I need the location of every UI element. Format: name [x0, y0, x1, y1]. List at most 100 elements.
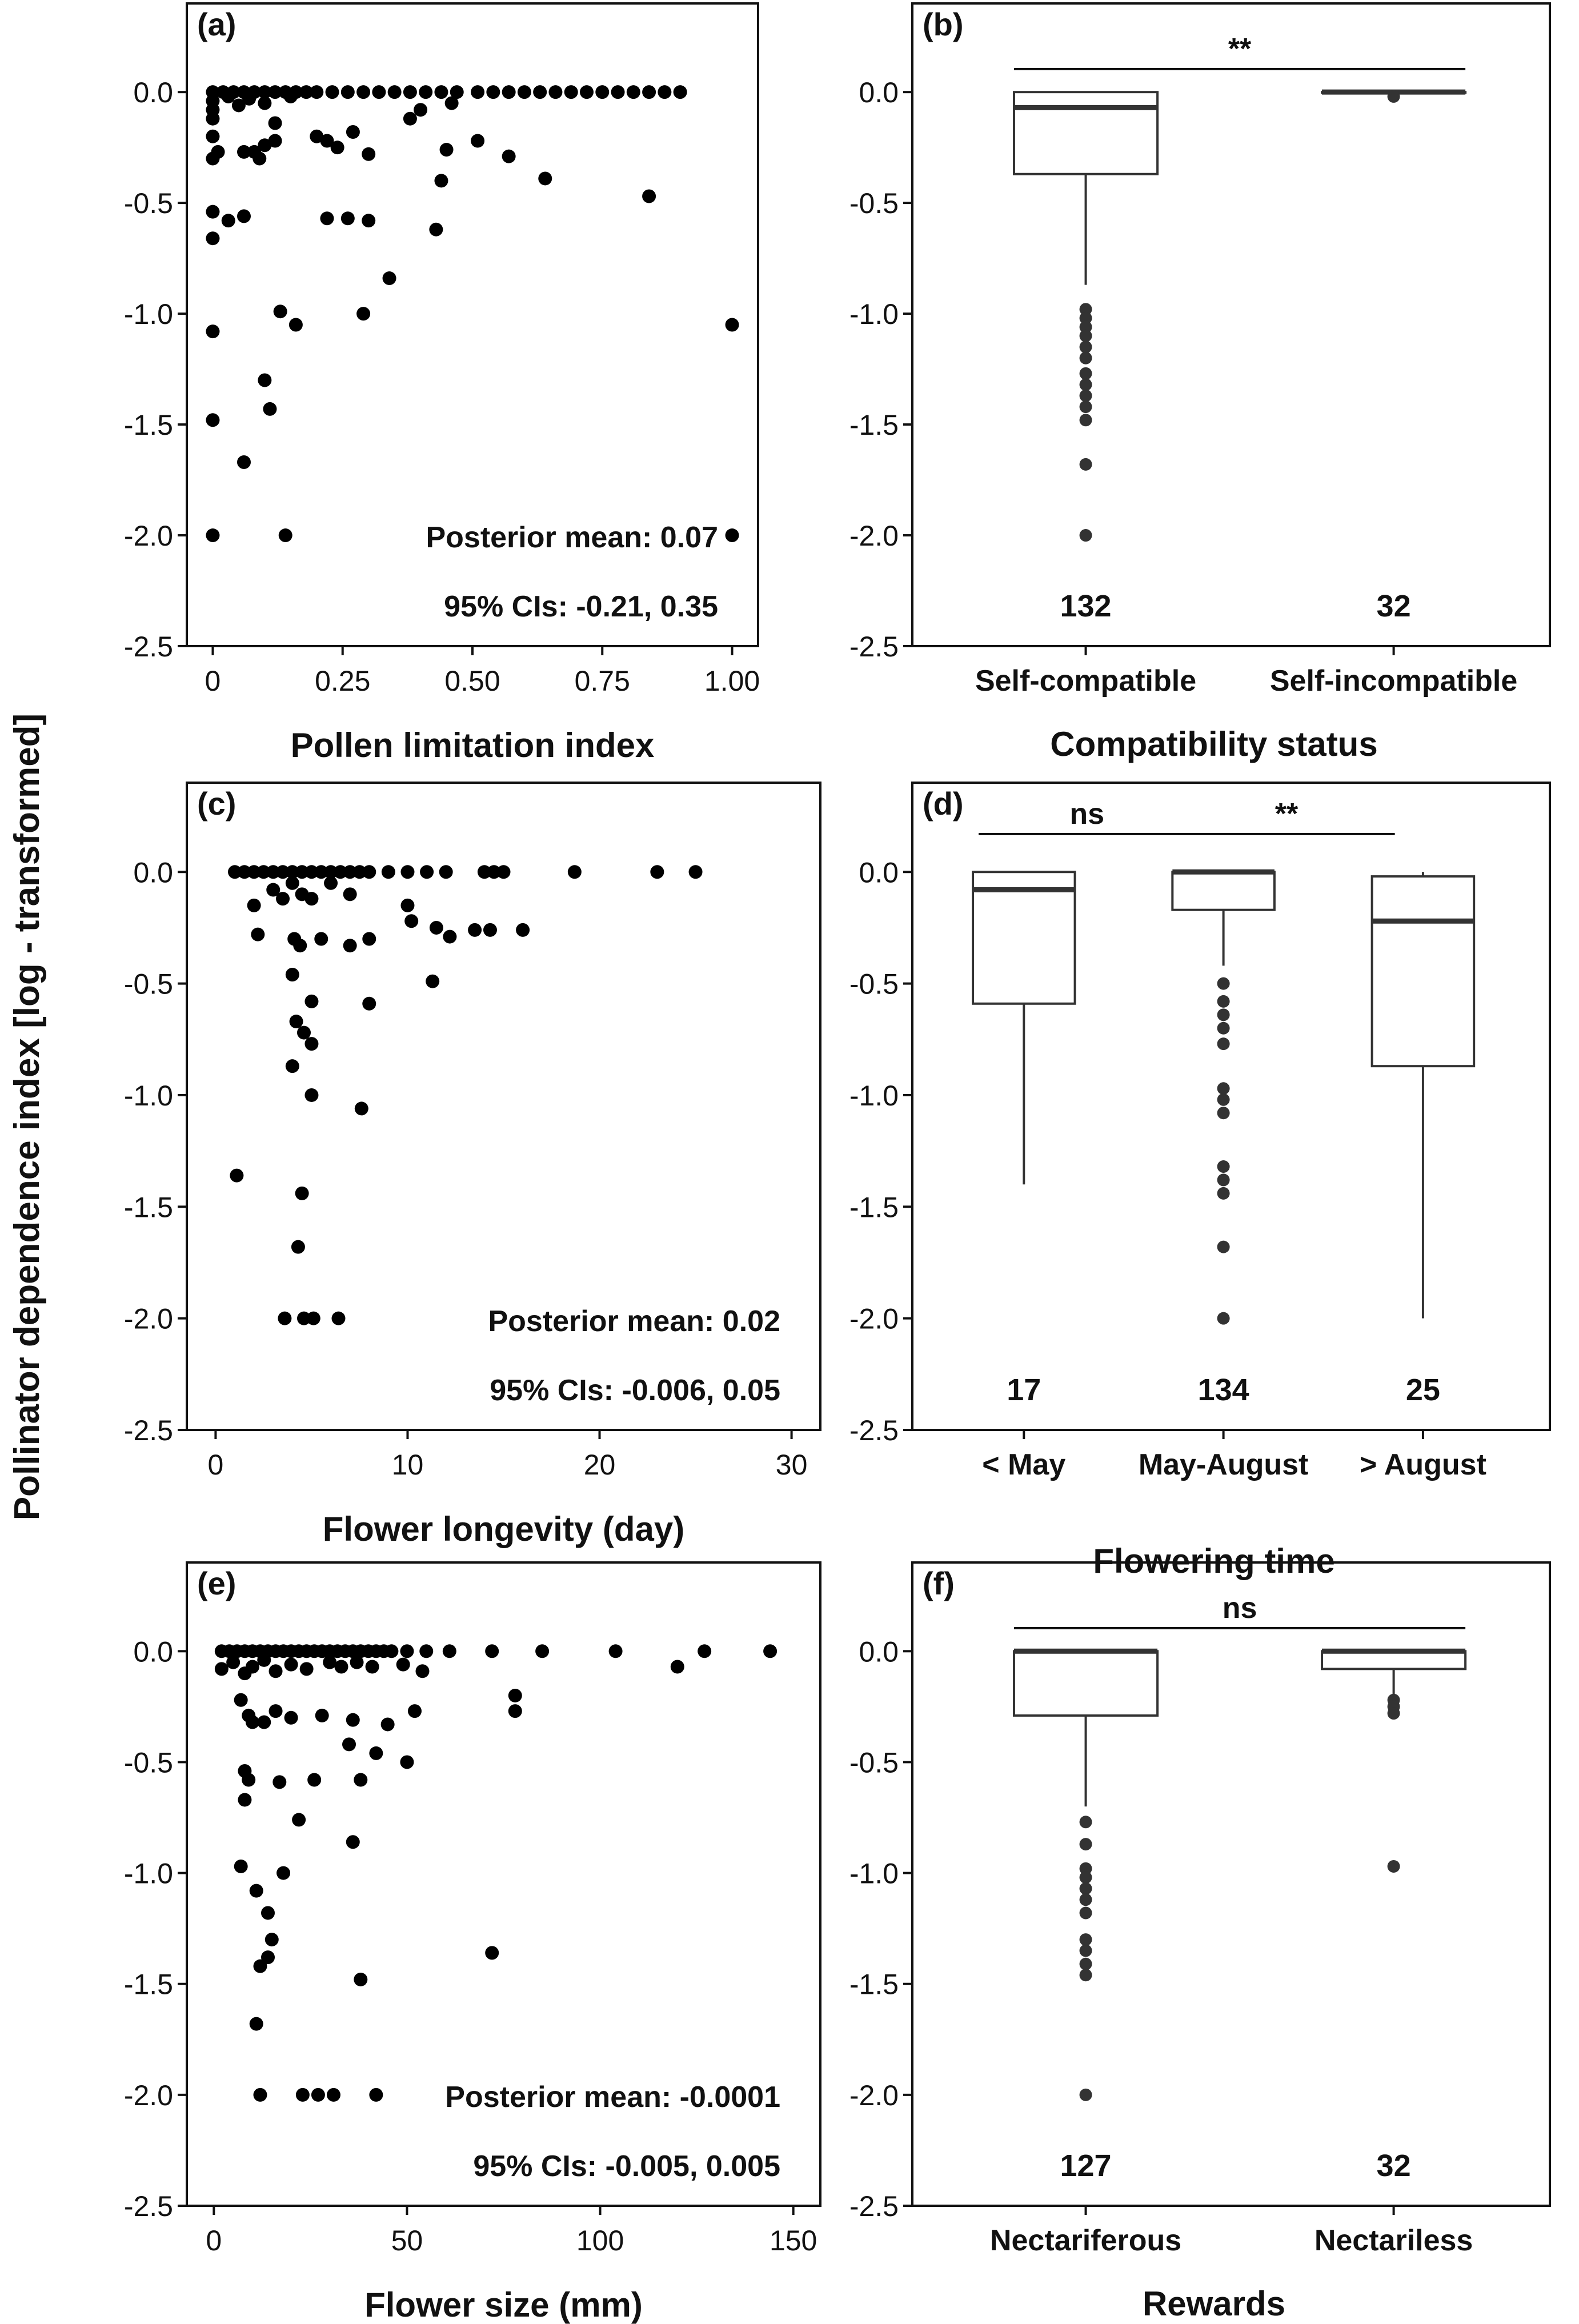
plot-frame [186, 782, 821, 1431]
y-tick-label: -0.5 [124, 968, 173, 1000]
box [1321, 1650, 1467, 1670]
data-point [502, 149, 516, 163]
sample-size-label: 32 [1377, 2149, 1411, 2183]
data-point [434, 174, 448, 188]
outlier-point [1079, 1816, 1092, 1829]
x-tick-label: 20 [584, 1449, 616, 1481]
data-point [688, 865, 703, 879]
outlier-point [1217, 1312, 1230, 1325]
data-point [228, 865, 242, 879]
data-point [226, 1655, 241, 1669]
y-tick-label: -2.0 [849, 2079, 899, 2111]
x-tick-label: 0.25 [315, 665, 370, 697]
data-point [673, 85, 687, 99]
data-point [237, 145, 251, 159]
credible-interval-annotation: 95% CIs: -0.006, 0.05 [490, 1374, 780, 1407]
data-point [698, 1644, 712, 1658]
sample-size-label: 25 [1406, 1373, 1440, 1407]
y-tick-label: -2.0 [849, 1303, 899, 1335]
data-point [206, 413, 220, 427]
category-label: Self-compatible [975, 664, 1196, 698]
outlier-point [1079, 1944, 1092, 1957]
data-point [384, 1644, 399, 1658]
y-tick-label: -0.5 [849, 968, 899, 1000]
x-tick-label: 10 [392, 1449, 424, 1481]
data-point [611, 85, 625, 99]
data-point [372, 85, 386, 99]
panel-b: (b) 0.0 -0.5 -1.0 -1.5 -2.0 -2.5 Self-compatibl… [849, 2, 1551, 763]
y-tick-label: -1.5 [849, 1191, 899, 1223]
data-point [365, 1660, 379, 1674]
data-point [296, 1311, 311, 1325]
panel-label: (f) [923, 1565, 955, 1601]
outlier-point [1079, 303, 1092, 316]
data-point [249, 2017, 263, 2031]
data-point [502, 85, 516, 99]
data-point [439, 143, 454, 157]
data-point [415, 1664, 430, 1678]
x-tick-label: 0 [208, 1449, 224, 1481]
x-tick-label: 0.75 [575, 665, 630, 697]
y-tick-label: -2.5 [849, 1415, 899, 1447]
data-point [284, 1657, 298, 1672]
data-point [264, 1933, 279, 1947]
y-tick-label: 0.0 [859, 77, 899, 109]
data-point [272, 1775, 287, 1789]
outlier-point [1079, 1871, 1092, 1884]
y-tick-label: -2.5 [849, 2190, 899, 2222]
data-point [268, 1704, 283, 1718]
significance-label: ** [1228, 33, 1252, 66]
data-point [324, 865, 338, 879]
data-point [362, 865, 376, 879]
data-point [642, 189, 656, 203]
data-point [369, 1746, 383, 1760]
data-point [468, 923, 482, 937]
significance-label: ** [1275, 798, 1299, 831]
data-point [387, 85, 402, 99]
data-point [293, 939, 307, 953]
y-tick-label: -2.0 [124, 520, 173, 552]
data-point [595, 85, 610, 99]
data-point [369, 2087, 383, 2102]
data-point [508, 1688, 522, 1702]
data-point [268, 85, 282, 99]
y-tick-label: -1.0 [849, 1858, 899, 1890]
panel-label: (a) [197, 6, 236, 42]
data-point [258, 96, 272, 110]
outlier-point [1079, 458, 1092, 471]
data-point [320, 134, 334, 148]
data-point [292, 1813, 306, 1827]
outlier-point [1079, 320, 1092, 334]
data-point [403, 111, 417, 126]
data-point [400, 1644, 414, 1658]
outlier-point [1079, 1882, 1092, 1895]
data-point [295, 1186, 309, 1200]
data-point [508, 1704, 522, 1718]
data-point [249, 1884, 263, 1898]
plot-frame [186, 1561, 821, 2207]
x-tick-label: 0 [205, 665, 221, 697]
outlier-point [1387, 1860, 1400, 1873]
x-tick-label: 0 [206, 2225, 222, 2257]
credible-interval-annotation: 95% CIs: -0.005, 0.005 [473, 2150, 780, 2183]
data-point [304, 892, 319, 906]
data-point [444, 96, 459, 110]
x-tick-label: 0.50 [444, 665, 500, 697]
y-tick-label: -1.5 [849, 409, 899, 441]
plot-frame [911, 1561, 1551, 2207]
y-tick-label: -2.0 [124, 2079, 173, 2111]
y-tick-label: -1.5 [124, 409, 173, 441]
data-point [346, 1835, 360, 1849]
data-point [268, 134, 282, 148]
data-point [304, 1037, 319, 1051]
outlier-point [1217, 977, 1230, 990]
data-point [333, 865, 347, 879]
data-point [356, 307, 371, 321]
data-point [285, 876, 299, 890]
data-point [334, 1660, 348, 1674]
x-axis-title: Flower longevity (day) [323, 1510, 684, 1548]
outlier-point [1079, 414, 1092, 427]
data-point [234, 1859, 248, 1873]
data-point [251, 927, 265, 941]
data-point [206, 111, 220, 126]
